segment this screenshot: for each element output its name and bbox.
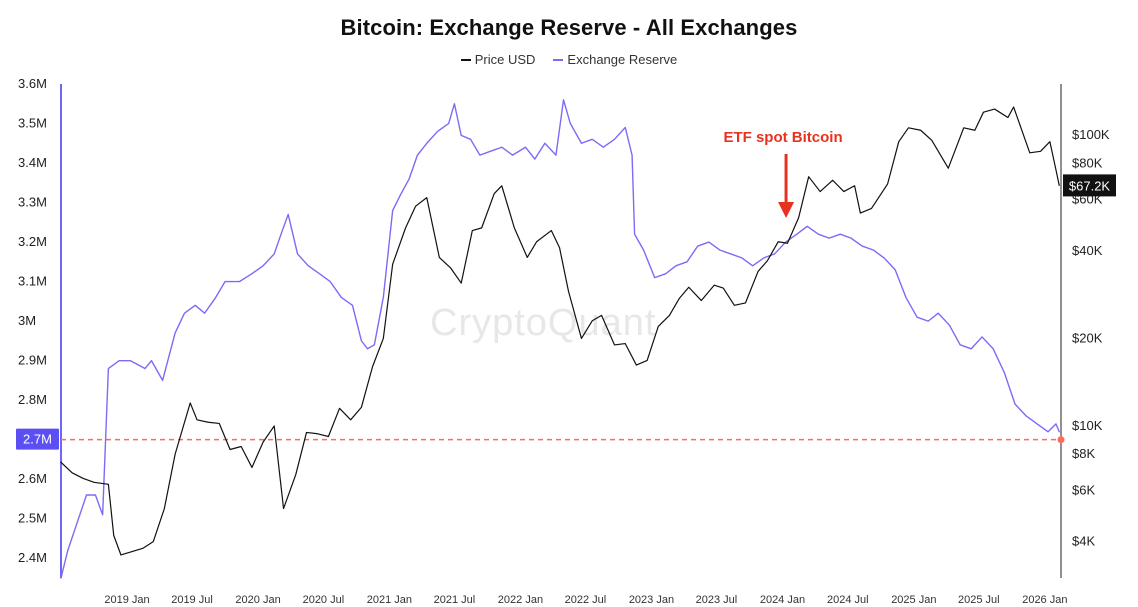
left-tick-label: 3.5M xyxy=(18,116,47,131)
right-current-label: $67.2K xyxy=(1069,178,1111,193)
legend-swatch-price xyxy=(460,58,471,61)
left-tick-label: 3.3M xyxy=(18,195,47,210)
etf-annotation-label: ETF spot Bitcoin xyxy=(723,129,842,146)
right-tick-label: $80K xyxy=(1072,155,1103,170)
right-tick-label: $100K xyxy=(1072,127,1110,142)
left-tick-label: 2.6M xyxy=(18,471,47,486)
x-tick-label: 2020 Jul xyxy=(303,594,345,606)
left-tick-label: 2.4M xyxy=(18,550,47,565)
right-tick-label: $40K xyxy=(1072,243,1103,258)
x-tick-label: 2020 Jan xyxy=(235,594,280,606)
x-tick-label: 2026 Jan xyxy=(1022,594,1067,606)
legend-item-reserve[interactable]: Exchange Reserve xyxy=(553,52,677,67)
etf-annotation-arrowhead xyxy=(778,202,795,218)
right-tick-label: $10K xyxy=(1072,418,1103,433)
exchange-reserve-line xyxy=(60,99,1060,579)
price-line xyxy=(60,106,1060,556)
left-tick-label: 3.2M xyxy=(18,234,47,249)
left-current-badge xyxy=(16,428,59,450)
x-tick-label: 2021 Jan xyxy=(367,594,412,606)
x-tick-label: 2021 Jul xyxy=(434,594,476,606)
chart-title: Bitcoin: Exchange Reserve - All Exchange… xyxy=(340,15,798,40)
chart-legend: Price USD Exchange Reserve xyxy=(0,52,1138,67)
left-tick-label: 3M xyxy=(18,313,36,328)
x-tick-label: 2023 Jan xyxy=(629,594,674,606)
x-tick-label: 2023 Jul xyxy=(696,594,738,606)
right-tick-label: $4K xyxy=(1072,534,1095,549)
reference-dot xyxy=(1057,436,1065,444)
left-current-label: 2.7M xyxy=(23,432,52,447)
left-tick-label: 3.1M xyxy=(18,274,47,289)
legend-label-reserve: Exchange Reserve xyxy=(567,52,678,67)
x-tick-label: 2022 Jan xyxy=(498,594,543,606)
right-tick-label: $8K xyxy=(1072,446,1095,461)
left-tick-label: 2.8M xyxy=(18,392,47,407)
axes: 3.6M 3.5M 3.4M 3.3M 3.2M 3.1M 3M 2.9M 2.8M 2.7M 2.… xyxy=(18,76,1110,606)
legend-label-price: Price USD xyxy=(474,52,536,67)
x-tick-label: 2025 Jan xyxy=(891,594,936,606)
x-tick-label: 2019 Jul xyxy=(171,594,213,606)
x-tick-label: 2022 Jul xyxy=(565,594,607,606)
legend-item-price[interactable]: Price USD xyxy=(460,52,536,67)
x-tick-label: 2025 Jul xyxy=(958,594,1000,606)
left-tick-label: 2.5M xyxy=(18,511,47,526)
legend-swatch-reserve xyxy=(553,58,564,61)
right-tick-label: $20K xyxy=(1072,330,1103,345)
left-tick-label: 3.6M xyxy=(18,76,47,91)
right-current-badge xyxy=(1063,174,1116,197)
x-tick-label: 2024 Jan xyxy=(760,594,805,606)
left-tick-label: 2.9M xyxy=(18,353,47,368)
x-tick-label: 2024 Jul xyxy=(827,594,869,606)
x-tick-label: 2019 Jan xyxy=(104,594,149,606)
right-tick-label: $6K xyxy=(1072,482,1095,497)
left-tick-label: 3.4M xyxy=(18,155,47,170)
